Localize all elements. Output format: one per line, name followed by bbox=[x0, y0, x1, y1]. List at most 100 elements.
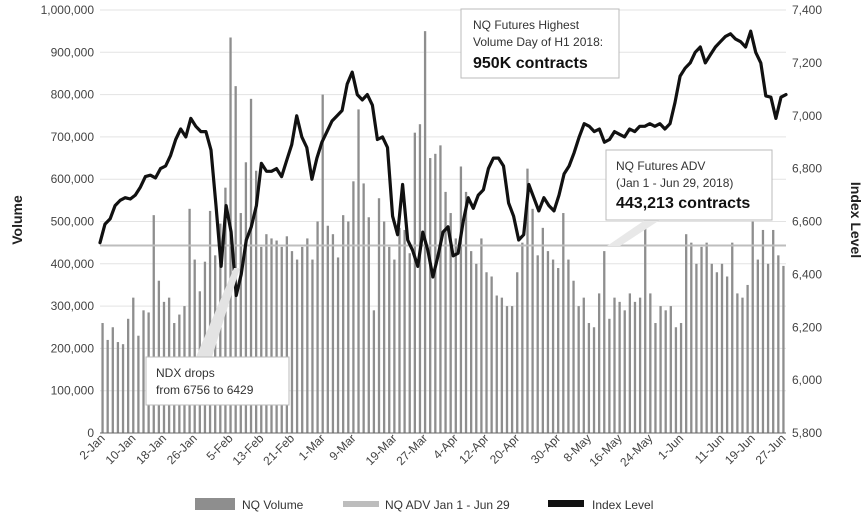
volume-bar bbox=[772, 229, 775, 433]
volume-bar bbox=[690, 242, 693, 433]
volume-bar bbox=[490, 276, 493, 433]
volume-bar bbox=[664, 310, 667, 433]
legend-swatch-volume bbox=[195, 498, 235, 510]
volume-bar bbox=[429, 158, 432, 434]
volume-bar bbox=[382, 221, 386, 433]
volume-bar bbox=[628, 293, 632, 433]
annotation-adv-value: 443,213 contracts bbox=[616, 195, 750, 212]
volume-bar bbox=[546, 251, 550, 433]
volume-bar bbox=[403, 229, 406, 433]
volume-bar bbox=[695, 263, 698, 433]
left-tick-label: 900,000 bbox=[51, 45, 95, 59]
volume-bar bbox=[116, 342, 120, 433]
volume-bar bbox=[306, 238, 309, 433]
volume-bar bbox=[567, 259, 570, 433]
volume-bar bbox=[756, 259, 759, 433]
volume-bar bbox=[193, 259, 196, 433]
volume-bar bbox=[188, 208, 191, 433]
volume-bar bbox=[423, 31, 427, 434]
annotation-adv-line2: (Jan 1 - Jun 29, 2018) bbox=[616, 176, 733, 190]
volume-bar bbox=[700, 246, 703, 433]
annotation-drop: NDX drops from 6756 to 6429 bbox=[145, 268, 290, 406]
volume-bar bbox=[285, 236, 289, 433]
legend-label-volume: NQ Volume bbox=[242, 498, 304, 512]
volume-bar bbox=[321, 94, 324, 433]
volume-bar bbox=[347, 221, 350, 433]
volume-bar bbox=[505, 306, 509, 433]
volume-bar bbox=[562, 213, 565, 433]
volume-bar bbox=[705, 242, 708, 433]
volume-bar bbox=[541, 227, 544, 433]
volume-bar bbox=[413, 132, 416, 434]
right-tick-label: 6,000 bbox=[792, 373, 822, 387]
volume-bar bbox=[531, 208, 534, 433]
index-level-line bbox=[98, 29, 788, 298]
volume-bar bbox=[408, 253, 411, 433]
volume-bar bbox=[127, 318, 130, 433]
volume-bar bbox=[725, 276, 729, 433]
volume-bar bbox=[208, 210, 212, 433]
volume-bar bbox=[782, 265, 785, 433]
y-axis-title-left: Volume bbox=[9, 195, 25, 245]
volume-bar bbox=[577, 306, 580, 433]
volume-bar bbox=[280, 246, 283, 433]
volume-bar bbox=[367, 217, 370, 433]
right-tick-label: 6,400 bbox=[792, 267, 822, 281]
volume-bar bbox=[659, 306, 662, 433]
right-tick-label: 7,400 bbox=[792, 3, 822, 17]
volume-bar bbox=[623, 310, 626, 433]
volume-bar bbox=[685, 234, 688, 433]
volume-bar bbox=[121, 344, 125, 433]
volume-bar bbox=[142, 310, 145, 433]
volume-bar bbox=[638, 297, 642, 433]
volume-bar bbox=[239, 213, 242, 433]
right-tick-label: 6,800 bbox=[792, 162, 822, 176]
volume-bar bbox=[597, 293, 601, 433]
legend-swatch-index bbox=[548, 500, 584, 507]
volume-bar bbox=[137, 335, 140, 433]
annotation-highest-day-value: 950K contracts bbox=[473, 55, 588, 72]
left-tick-label: 0 bbox=[87, 426, 94, 440]
right-tick-label: 7,200 bbox=[792, 56, 822, 70]
volume-bar bbox=[444, 191, 447, 433]
volume-bar bbox=[618, 301, 621, 433]
volume-bar bbox=[736, 293, 739, 433]
right-tick-label: 7,000 bbox=[792, 109, 822, 123]
right-tick-label: 5,800 bbox=[792, 426, 822, 440]
volume-bar bbox=[741, 297, 744, 433]
annotation-drop-pointer bbox=[196, 268, 240, 357]
annotation-drop-line1: NDX drops bbox=[156, 366, 215, 380]
volume-bar bbox=[731, 242, 734, 433]
volume-bar bbox=[751, 221, 754, 433]
volume-bar bbox=[777, 255, 780, 433]
volume-bar bbox=[326, 225, 329, 433]
left-tick-label: 600,000 bbox=[51, 172, 95, 186]
y-axis-title-right: Index Level bbox=[848, 182, 862, 258]
volume-bar bbox=[362, 183, 365, 433]
volume-bar bbox=[357, 109, 360, 433]
right-axis-ticks: 5,800 6,000 6,200 6,400 6,600 6,800 7,000 7,200… bbox=[792, 3, 822, 440]
annotation-drop-line2: from 6756 to 6429 bbox=[156, 383, 254, 397]
volume-bar bbox=[449, 213, 452, 433]
volume-bar bbox=[551, 259, 555, 433]
volume-bar bbox=[608, 318, 611, 433]
volume-bar bbox=[669, 306, 672, 433]
annotation-adv-pointer bbox=[607, 220, 660, 246]
volume-bar bbox=[633, 301, 637, 433]
left-axis-ticks: 0 100,000 200,000 300,000 400,000 500,000 600,… bbox=[41, 3, 95, 440]
volume-bar bbox=[715, 272, 719, 433]
volume-bar bbox=[372, 310, 376, 433]
annotation-highest-day-box bbox=[460, 8, 620, 79]
volume-bar bbox=[454, 238, 457, 433]
volume-bar bbox=[132, 297, 135, 433]
legend-swatch-adv bbox=[343, 501, 379, 507]
left-tick-label: 800,000 bbox=[51, 88, 95, 102]
volume-bar bbox=[582, 297, 585, 433]
volume-bar bbox=[106, 339, 109, 433]
volume-bar bbox=[398, 227, 401, 433]
volume-bar bbox=[331, 234, 335, 433]
volume-bar bbox=[265, 234, 268, 433]
volume-bar bbox=[249, 98, 253, 433]
volume-bars bbox=[101, 31, 785, 434]
